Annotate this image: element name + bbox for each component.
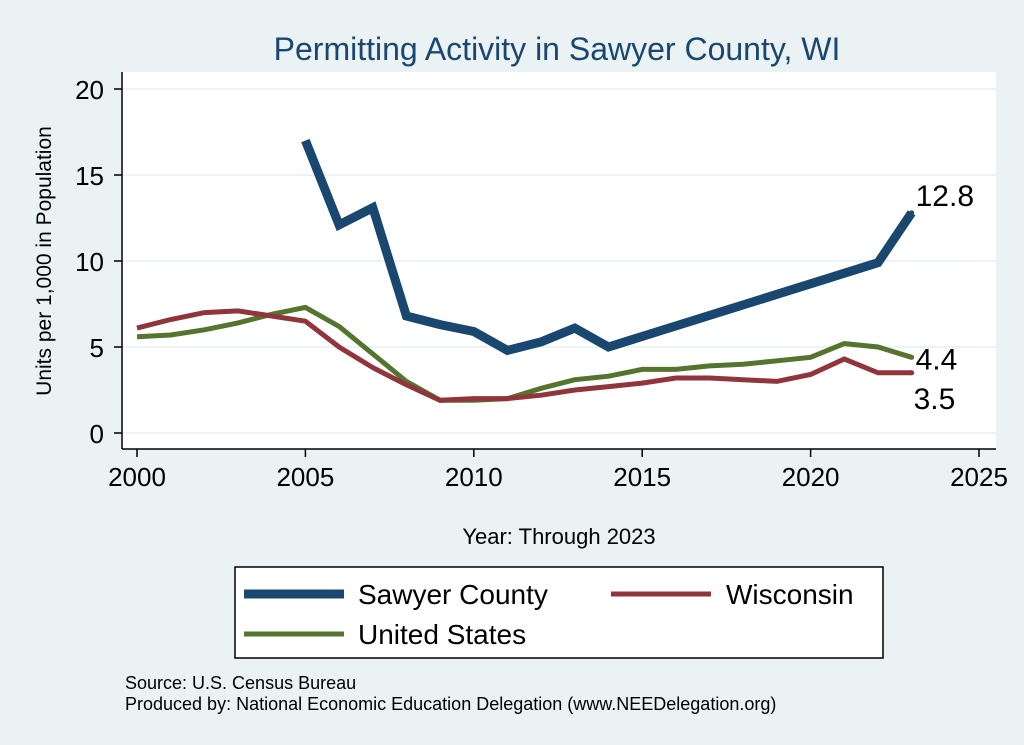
y-tick-label: 10 bbox=[75, 247, 104, 277]
y-axis-title: Units per 1,000 in Population bbox=[33, 126, 56, 396]
source-note: Source: U.S. Census Bureau bbox=[125, 673, 356, 693]
x-tick-label: 2000 bbox=[108, 462, 166, 492]
end-point-united-states bbox=[909, 354, 915, 360]
x-tick-label: 2025 bbox=[950, 462, 1008, 492]
x-tick-label: 2015 bbox=[613, 462, 671, 492]
grid-lines bbox=[122, 88, 996, 434]
legend: Sawyer County Wisconsin United States bbox=[234, 566, 884, 659]
axes: 0 5 10 15 20 2000 2005 2010 2015 2020 2025 bbox=[75, 72, 1008, 492]
end-label-sawyer-county: 12.8 bbox=[916, 180, 974, 213]
legend-label-sawyer-county: Sawyer County bbox=[358, 579, 548, 610]
y-tick-label: 15 bbox=[75, 161, 104, 191]
end-point-sawyer-county bbox=[909, 210, 915, 216]
legend-label-united-states: United States bbox=[358, 619, 526, 650]
y-tick-label: 20 bbox=[75, 75, 104, 105]
producer-note: Produced by: National Economic Education… bbox=[125, 694, 776, 714]
series-lines bbox=[136, 138, 916, 403]
end-labels: 12.8 3.5 4.4 bbox=[914, 180, 974, 416]
x-tick-label: 2010 bbox=[445, 462, 503, 492]
series-line-wisconsin bbox=[136, 308, 912, 403]
y-tick-label: 5 bbox=[90, 333, 104, 363]
legend-label-wisconsin: Wisconsin bbox=[726, 579, 854, 610]
end-label-wisconsin: 3.5 bbox=[914, 383, 956, 416]
x-tick-label: 2005 bbox=[276, 462, 334, 492]
end-label-united-states: 4.4 bbox=[916, 343, 958, 376]
end-point-wisconsin bbox=[909, 370, 915, 376]
x-axis-title: Year: Through 2023 bbox=[462, 524, 655, 549]
chart-title: Permitting Activity in Sawyer County, WI bbox=[274, 31, 841, 67]
x-tick-label: 2020 bbox=[782, 462, 840, 492]
series-line-sawyer-county bbox=[301, 138, 916, 356]
y-tick-label: 0 bbox=[90, 419, 104, 449]
legend-box bbox=[234, 566, 884, 659]
